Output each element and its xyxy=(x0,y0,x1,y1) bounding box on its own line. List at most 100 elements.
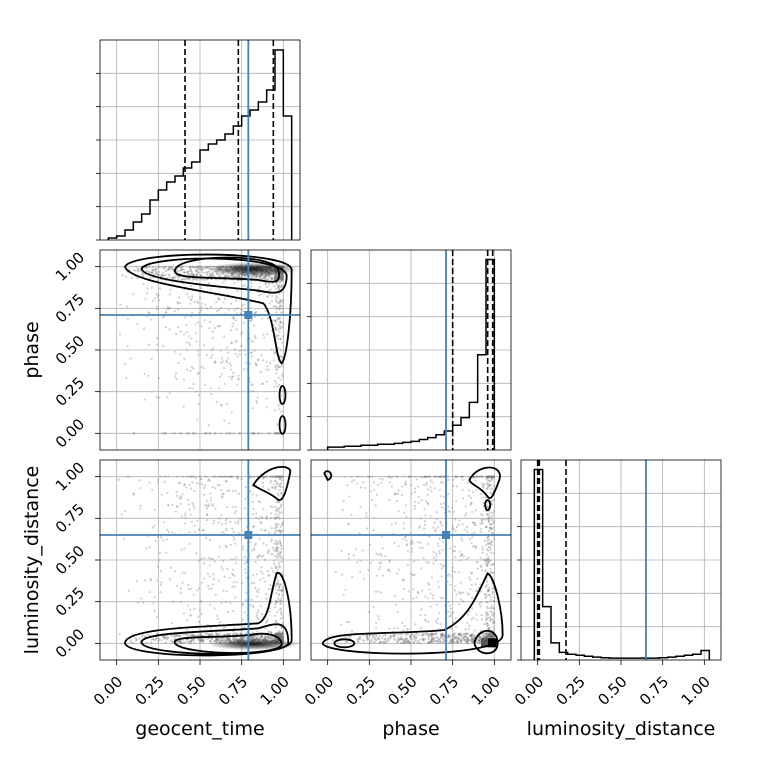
scatter-point xyxy=(278,632,281,635)
scatter-point xyxy=(419,626,422,630)
scatter-point xyxy=(267,487,270,490)
scatter-point xyxy=(190,297,193,301)
scatter-point xyxy=(470,634,473,637)
scatter-point xyxy=(152,269,155,272)
scatter-point xyxy=(474,583,477,586)
scatter-point xyxy=(157,266,160,269)
scatter-point xyxy=(260,515,263,518)
scatter-point xyxy=(262,554,265,557)
scatter-point xyxy=(279,337,282,340)
scatter-point xyxy=(483,592,487,596)
scatter-point xyxy=(280,277,283,280)
scatter-point xyxy=(138,479,141,482)
scatter-point xyxy=(204,632,207,636)
scatter-point xyxy=(419,517,422,520)
scatter-point xyxy=(397,510,400,513)
scatter-point xyxy=(157,377,161,380)
scatter-point xyxy=(240,582,244,585)
scatter-point xyxy=(465,558,468,561)
scatter-point xyxy=(429,515,432,518)
scatter-point xyxy=(179,265,183,268)
scatter-point xyxy=(277,554,281,557)
scatter-point xyxy=(176,270,179,273)
scatter-point xyxy=(279,632,282,636)
scatter-point xyxy=(132,293,135,296)
scatter-point xyxy=(406,550,409,553)
scatter-point xyxy=(157,299,161,302)
scatter-point xyxy=(215,638,219,641)
scatter-point xyxy=(279,477,282,480)
scatter-point xyxy=(408,475,411,478)
scatter-point xyxy=(173,276,176,279)
scatter-point xyxy=(280,300,283,303)
scatter-point xyxy=(276,581,279,585)
scatter-point xyxy=(490,540,494,543)
scatter-point xyxy=(259,634,262,637)
scatter-point xyxy=(439,596,442,600)
scatter-point xyxy=(259,570,262,573)
scatter-point xyxy=(260,528,263,531)
scatter-point xyxy=(207,275,211,278)
scatter-point xyxy=(193,607,196,610)
scatter-point xyxy=(185,331,188,334)
scatter-point xyxy=(213,560,217,563)
scatter-point xyxy=(214,593,217,596)
scatter-point xyxy=(468,610,471,613)
scatter-point xyxy=(449,607,452,610)
scatter-point xyxy=(187,335,190,338)
scatter-point xyxy=(488,635,492,638)
scatter-point xyxy=(273,606,277,609)
scatter-point xyxy=(118,333,122,336)
scatter-point xyxy=(438,475,441,478)
scatter-point xyxy=(478,634,481,637)
scatter-point xyxy=(274,584,277,587)
x-tick-label: 0.00 xyxy=(90,673,126,709)
scatter-point xyxy=(278,301,282,305)
scatter-point xyxy=(278,300,281,303)
scatter-point xyxy=(347,557,351,560)
scatter-point xyxy=(225,546,228,549)
scatter-point xyxy=(280,373,284,376)
scatter-point xyxy=(165,311,168,314)
scatter-point xyxy=(234,352,237,355)
scatter-point xyxy=(491,514,494,517)
scatter-point xyxy=(268,610,271,613)
scatter-point xyxy=(225,529,228,532)
scatter-point xyxy=(279,612,283,615)
scatter-point xyxy=(414,636,417,639)
scatter-point xyxy=(274,475,277,478)
scatter-point xyxy=(280,276,284,280)
scatter-point xyxy=(278,317,281,321)
scatter-point xyxy=(487,634,490,637)
scatter-point xyxy=(230,341,234,344)
scatter-point xyxy=(377,615,380,618)
scatter-point xyxy=(142,601,145,604)
scatter-point xyxy=(274,475,277,478)
scatter-point xyxy=(182,378,186,381)
scatter-point xyxy=(202,529,205,532)
scatter-point xyxy=(272,305,275,308)
scatter-point xyxy=(233,538,236,541)
scatter-point xyxy=(224,544,227,548)
scatter-point xyxy=(230,377,233,381)
scatter-point xyxy=(260,432,264,435)
scatter-point xyxy=(140,635,144,638)
scatter-point xyxy=(178,301,182,305)
scatter-point xyxy=(218,637,221,640)
scatter-point xyxy=(424,613,427,617)
scatter-point xyxy=(256,396,259,399)
scatter-point xyxy=(262,359,265,362)
scatter-point xyxy=(197,267,200,271)
scatter-point xyxy=(388,559,391,562)
scatter-point xyxy=(206,271,209,275)
scatter-point xyxy=(156,481,159,484)
scatter-point xyxy=(278,540,281,543)
scatter-point xyxy=(263,636,266,639)
scatter-point xyxy=(278,635,281,638)
scatter-point xyxy=(278,588,281,591)
scatter-point xyxy=(177,275,180,278)
scatter-point xyxy=(443,475,446,478)
scatter-point xyxy=(227,308,230,311)
scatter-point xyxy=(203,432,207,435)
scatter-point xyxy=(192,504,195,507)
